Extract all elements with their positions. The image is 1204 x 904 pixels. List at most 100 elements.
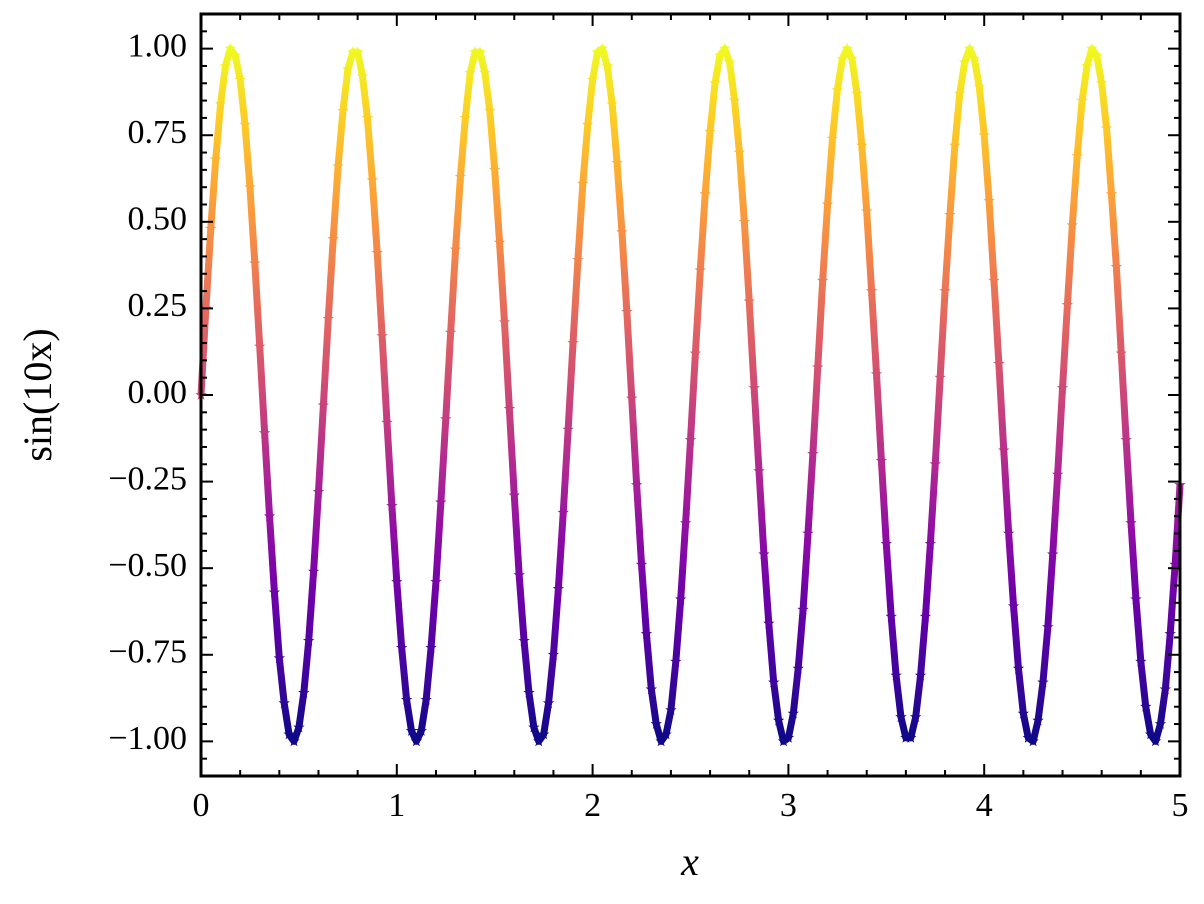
point — [1076, 94, 1088, 106]
point — [400, 693, 413, 705]
point — [1002, 527, 1015, 539]
point — [356, 70, 369, 82]
point — [675, 593, 687, 605]
point — [816, 274, 829, 286]
point — [758, 548, 770, 560]
point — [875, 454, 888, 466]
point — [293, 721, 305, 733]
point — [660, 728, 672, 740]
point — [464, 66, 476, 78]
point — [425, 641, 437, 653]
point — [836, 53, 848, 64]
x-tick-label: 1 — [388, 787, 405, 824]
point — [562, 423, 574, 435]
y-tick-label: 0.25 — [128, 287, 188, 324]
point — [1022, 731, 1034, 743]
x-tick-label: 4 — [976, 787, 993, 824]
point — [890, 669, 902, 681]
point — [934, 371, 946, 383]
point — [944, 208, 956, 220]
point — [787, 707, 799, 719]
point — [1071, 150, 1083, 161]
point — [386, 499, 398, 511]
point — [1100, 122, 1113, 134]
point — [469, 46, 481, 57]
point — [552, 582, 565, 594]
point — [1017, 707, 1030, 719]
point — [258, 427, 271, 438]
point — [704, 125, 716, 137]
point — [454, 170, 467, 182]
point — [391, 576, 403, 587]
point — [733, 146, 746, 158]
point — [821, 198, 834, 210]
point — [988, 274, 1000, 286]
point — [537, 728, 550, 740]
point — [503, 402, 516, 414]
point — [528, 721, 540, 733]
point — [376, 330, 388, 341]
point — [278, 697, 290, 709]
point — [205, 222, 217, 234]
point — [630, 479, 643, 490]
point — [307, 565, 320, 577]
point — [288, 735, 300, 747]
point — [738, 215, 751, 227]
point — [405, 724, 418, 736]
point — [831, 84, 844, 96]
point — [900, 731, 912, 743]
y-tick-label: 0.50 — [128, 201, 188, 238]
point — [645, 683, 658, 695]
point — [484, 104, 496, 116]
point — [351, 46, 364, 57]
point — [1061, 298, 1074, 310]
point — [826, 132, 839, 144]
point — [395, 641, 408, 653]
point — [1135, 655, 1147, 667]
point — [1125, 517, 1137, 529]
point — [601, 59, 613, 71]
point — [929, 458, 941, 470]
point — [283, 728, 295, 740]
point — [542, 697, 555, 709]
point — [1105, 188, 1118, 199]
point — [714, 49, 726, 61]
point — [635, 558, 648, 570]
point — [1159, 683, 1172, 695]
point — [268, 586, 281, 598]
x-tick-label: 2 — [584, 787, 601, 824]
point — [298, 686, 310, 698]
point — [1120, 434, 1132, 445]
point — [435, 496, 447, 508]
point — [763, 617, 775, 629]
point — [1130, 593, 1142, 605]
point — [219, 59, 232, 71]
point — [689, 347, 702, 359]
point — [1081, 59, 1093, 71]
point — [640, 627, 653, 639]
y-tick-label: −0.75 — [108, 634, 187, 671]
point — [1037, 676, 1049, 688]
point — [1051, 468, 1064, 480]
point — [249, 257, 261, 269]
point — [670, 655, 682, 667]
point — [317, 399, 330, 411]
point — [440, 413, 452, 425]
point — [694, 264, 706, 276]
point — [665, 704, 677, 716]
point — [611, 156, 623, 168]
point — [655, 735, 667, 747]
point — [523, 686, 535, 698]
y-tick-label: −0.50 — [108, 547, 187, 584]
point — [841, 42, 853, 54]
point — [621, 305, 633, 317]
point — [792, 662, 804, 674]
point — [973, 80, 986, 92]
point — [591, 46, 604, 57]
point — [846, 53, 858, 64]
point — [337, 104, 349, 116]
point — [420, 693, 432, 705]
point — [861, 205, 873, 217]
y-tick-label: 1.00 — [128, 27, 188, 64]
point — [699, 188, 711, 199]
